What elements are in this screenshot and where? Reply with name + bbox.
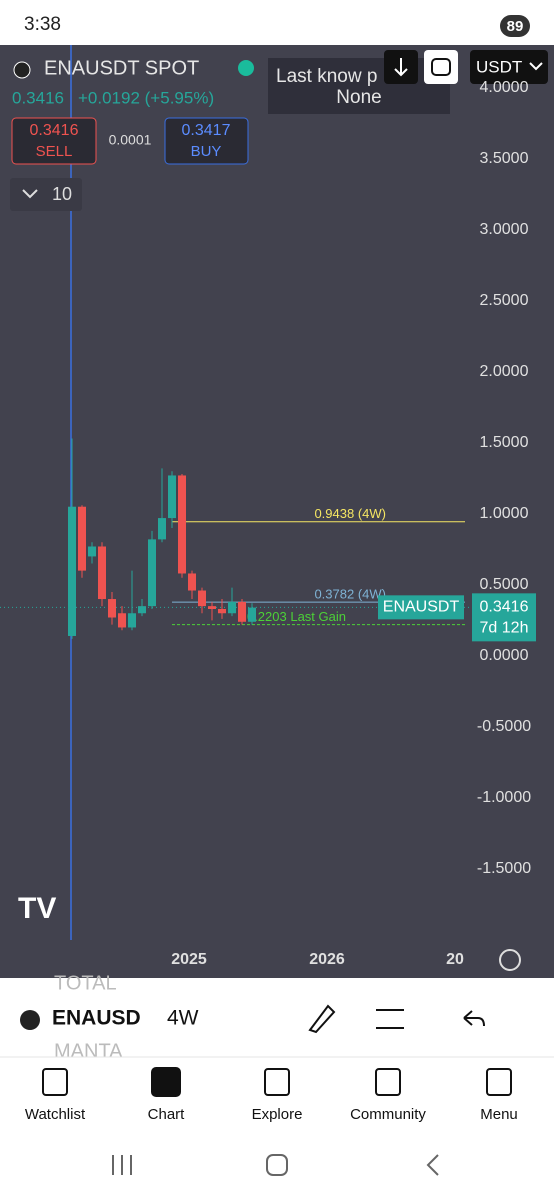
- y-tick-label: 1.5000: [480, 434, 529, 451]
- y-tick-label: 2.5000: [480, 292, 529, 309]
- candle-body: [88, 546, 96, 557]
- overlay-line1: Last know p: [276, 66, 377, 87]
- home[interactable]: [266, 1154, 288, 1176]
- candle-body: [128, 613, 136, 628]
- bottom-nav: Watchlist Chart Explore Community Menu: [25, 1067, 518, 1123]
- y-tick-label: -0.5000: [477, 718, 531, 735]
- toolbar: [0, 978, 554, 1058]
- nav-icon: [42, 1068, 68, 1096]
- symbol-title: ENAUSDT SPOT: [44, 57, 199, 79]
- candle-body: [138, 606, 146, 614]
- y-tick-label: 2.0000: [480, 363, 529, 380]
- interval-count-box[interactable]: [10, 178, 82, 211]
- candle-body: [238, 601, 246, 622]
- toolbar-interval[interactable]: 4W: [167, 1007, 199, 1030]
- nav-icon: [264, 1068, 290, 1096]
- swap-icon: [431, 58, 451, 76]
- live-dot: [238, 60, 254, 76]
- toolbar-symbol-icon: [20, 1010, 40, 1030]
- y-tick-label: 3.0000: [480, 221, 529, 238]
- download-icon: [394, 58, 408, 77]
- settings-icon[interactable]: [499, 949, 521, 971]
- nav-label[interactable]: Chart: [148, 1106, 186, 1123]
- settings-sliders[interactable]: [376, 1009, 404, 1029]
- nav-icon: [375, 1068, 401, 1096]
- candle-body: [208, 606, 216, 609]
- candle-body: [178, 475, 186, 574]
- level-label: 0.3782 (4W): [314, 587, 386, 602]
- y-tick-label: 4.0000: [480, 79, 529, 96]
- candle-body: [98, 546, 106, 600]
- sell-price: 0.3416: [30, 122, 79, 139]
- level-label: 0.9438 (4W): [314, 506, 386, 521]
- currency: USDT: [476, 57, 522, 76]
- candle-body: [188, 573, 196, 591]
- x-tick-label: 2026: [309, 951, 345, 968]
- y-tick-label: -1.0000: [477, 789, 531, 806]
- spread: 0.0001: [109, 132, 152, 148]
- y-tick-label: 1.0000: [480, 505, 529, 522]
- toolbar-above: TOTAL: [54, 972, 117, 994]
- candle-body: [248, 607, 256, 622]
- buy-button[interactable]: [164, 117, 249, 165]
- swap-button[interactable]: [424, 50, 458, 84]
- buy-label: BUY: [191, 143, 222, 160]
- candle-body: [68, 506, 76, 636]
- symbol-tag: [378, 595, 464, 620]
- interval-count: 10: [52, 184, 72, 204]
- nav-label[interactable]: Explore: [252, 1106, 303, 1123]
- chart: 4.0000 3.5000 3.0000 2.5000 2.0000 1.5000 1.00…: [0, 79, 536, 968]
- status-bar: [0, 0, 554, 45]
- buy-price: 0.3417: [182, 122, 231, 139]
- battery-level: 89: [507, 18, 524, 35]
- y-tick-label: 0.5000: [480, 576, 529, 593]
- draw-icon[interactable]: [308, 1004, 336, 1034]
- x-tick-label: 20: [446, 951, 464, 968]
- candle-body: [108, 599, 116, 618]
- header-change: +0.0192 (+5.95%): [78, 88, 214, 107]
- toolbar-symbol[interactable]: ENAUSD: [52, 1007, 141, 1030]
- x-tick-label: 2025: [171, 951, 207, 968]
- currency-button[interactable]: [470, 50, 548, 84]
- header-price: 0.3416: [12, 88, 64, 107]
- candle-body: [228, 601, 236, 614]
- back[interactable]: [426, 1154, 439, 1176]
- candle-body: [118, 613, 126, 628]
- candle-body: [168, 475, 176, 519]
- chevron: [22, 189, 38, 199]
- info-overlay: [268, 58, 450, 114]
- symbol-icon: [13, 61, 31, 79]
- chevron: [529, 62, 543, 71]
- chart-area: [0, 45, 554, 978]
- y-tick-label: -1.5000: [477, 860, 531, 877]
- nav-icon-active: [151, 1067, 181, 1097]
- tv-logo: TV: [18, 892, 56, 925]
- price-tag-label: 0.3416: [480, 599, 529, 616]
- price-tag: [472, 593, 536, 642]
- candle-body: [198, 590, 206, 607]
- battery-icon: [500, 15, 530, 37]
- undo-icon[interactable]: [463, 1010, 485, 1027]
- countdown: 7d 12h: [480, 620, 529, 637]
- system-nav: [0, 1140, 554, 1200]
- nav-label[interactable]: Community: [350, 1106, 426, 1123]
- overlay-line2: None: [336, 87, 381, 108]
- level-label: 0.2203 Last Gain: [247, 609, 346, 624]
- candle-body: [148, 539, 156, 607]
- nav-icon: [486, 1068, 512, 1096]
- nav-label[interactable]: Watchlist: [25, 1106, 86, 1123]
- status-time: 3:38: [24, 14, 61, 35]
- nav-label[interactable]: Menu: [480, 1106, 518, 1123]
- symbol-tag-label: ENAUSDT: [383, 599, 460, 616]
- y-tick-label: 3.5000: [480, 150, 529, 167]
- y-tick-label: 0.0000: [480, 647, 529, 664]
- sell-label: SELL: [36, 143, 73, 160]
- sell-button[interactable]: [11, 117, 97, 165]
- recent-apps[interactable]: [112, 1155, 132, 1175]
- candle-body: [218, 608, 226, 614]
- toolbar-below: MANTA: [54, 1040, 123, 1062]
- candle-body: [158, 518, 166, 540]
- candle-body: [78, 506, 86, 571]
